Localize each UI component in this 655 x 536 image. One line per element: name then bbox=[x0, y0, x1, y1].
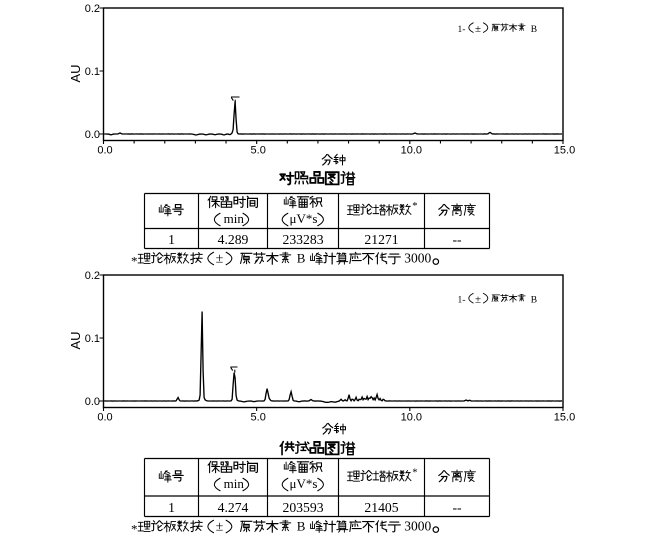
svg-text:0.2: 0.2 bbox=[85, 3, 100, 15]
svg-text:10.0: 10.0 bbox=[401, 145, 422, 157]
svg-text:1: 1 bbox=[168, 500, 175, 515]
svg-text:B: B bbox=[297, 251, 306, 266]
svg-text:±: ± bbox=[475, 294, 481, 306]
svg-text:4.289: 4.289 bbox=[218, 232, 249, 247]
svg-text:0.0: 0.0 bbox=[97, 145, 112, 157]
svg-text:233283: 233283 bbox=[282, 232, 323, 247]
svg-text:AU: AU bbox=[68, 64, 83, 82]
svg-text:3000: 3000 bbox=[404, 251, 431, 266]
svg-text:B: B bbox=[531, 25, 537, 35]
svg-text:15.0: 15.0 bbox=[554, 412, 575, 424]
svg-text:--: -- bbox=[452, 500, 462, 515]
svg-text:0.1: 0.1 bbox=[85, 333, 100, 345]
svg-text:*: * bbox=[412, 201, 417, 212]
svg-text:5.0: 5.0 bbox=[251, 412, 266, 424]
svg-text:3000: 3000 bbox=[404, 519, 431, 534]
svg-text:--: -- bbox=[452, 232, 462, 247]
svg-text:21271: 21271 bbox=[364, 232, 398, 247]
svg-text:0.0: 0.0 bbox=[85, 396, 100, 408]
svg-text:1: 1 bbox=[168, 232, 175, 247]
svg-text:min: min bbox=[224, 211, 245, 226]
svg-text:μV*s: μV*s bbox=[290, 211, 318, 226]
svg-text:*: * bbox=[412, 467, 417, 478]
svg-text:10.0: 10.0 bbox=[401, 412, 422, 424]
svg-text:0.0: 0.0 bbox=[97, 412, 112, 424]
svg-text:AU: AU bbox=[68, 331, 83, 349]
svg-text:B: B bbox=[531, 296, 537, 306]
svg-text:*: * bbox=[131, 254, 138, 269]
svg-text:min: min bbox=[224, 476, 245, 491]
svg-text:21405: 21405 bbox=[364, 500, 398, 515]
svg-text:4.274: 4.274 bbox=[218, 500, 249, 515]
svg-text:1-: 1- bbox=[458, 25, 466, 35]
svg-text:μV*s: μV*s bbox=[290, 476, 318, 491]
svg-text:0.0: 0.0 bbox=[85, 129, 100, 141]
svg-text:203593: 203593 bbox=[282, 500, 323, 515]
svg-text:0.1: 0.1 bbox=[85, 66, 100, 78]
svg-text:1-: 1- bbox=[458, 296, 466, 306]
svg-text:0.2: 0.2 bbox=[85, 270, 100, 282]
svg-text:5.0: 5.0 bbox=[251, 145, 266, 157]
svg-text:±: ± bbox=[475, 23, 481, 35]
svg-text:B: B bbox=[297, 519, 306, 534]
svg-text:±: ± bbox=[216, 520, 224, 535]
svg-text:*: * bbox=[131, 522, 138, 536]
svg-text:15.0: 15.0 bbox=[554, 145, 575, 157]
svg-text:±: ± bbox=[216, 252, 224, 267]
